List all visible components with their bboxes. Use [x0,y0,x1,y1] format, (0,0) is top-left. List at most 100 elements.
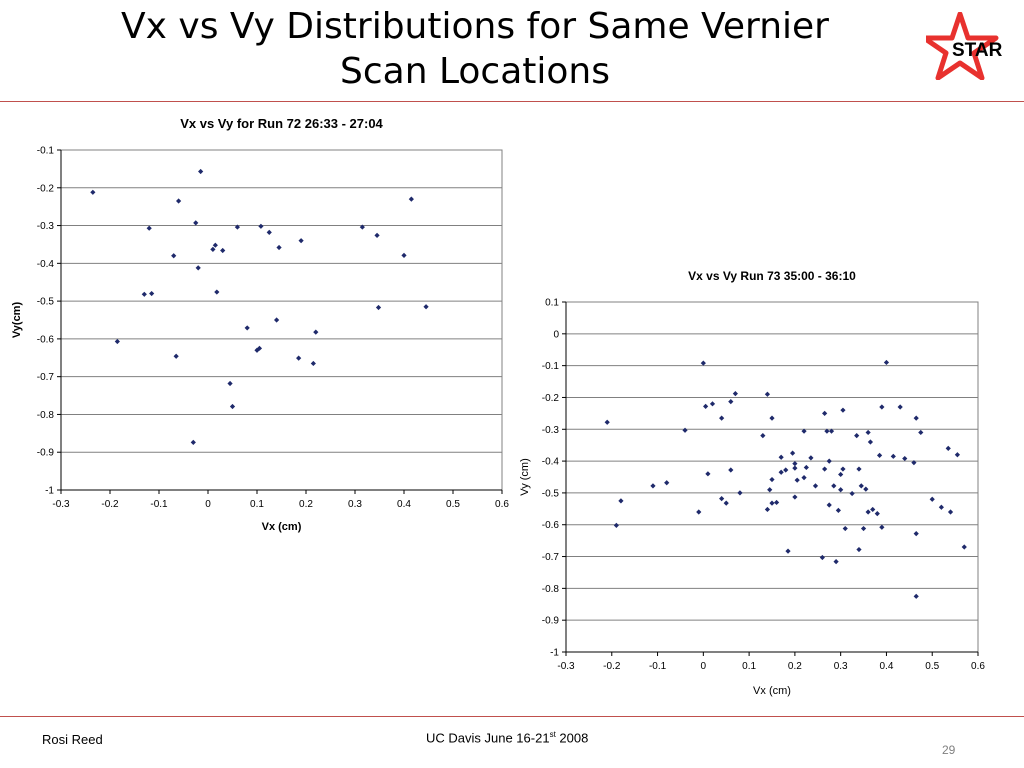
x-tick-label: 0.2 [299,499,313,510]
data-point [865,509,871,515]
x-axis-label: Vx (cm) [262,521,302,533]
x-tick-label: 0 [701,661,707,672]
data-point [778,469,784,475]
footer-event-superscript: st [549,730,556,739]
slide-title-line2: Scan Locations [340,51,610,92]
data-point [819,554,825,561]
data-point [954,452,960,458]
data-point [190,439,196,445]
x-tick-label: -0.3 [557,661,575,672]
plot-area [60,149,503,491]
data-point [801,475,807,481]
data-point [310,360,316,367]
data-point [214,289,220,295]
data-point [918,429,924,436]
data-point [876,452,883,458]
data-point [961,544,967,550]
data-point [822,410,828,416]
data-point [792,461,798,467]
data-point [375,304,382,311]
data-point [374,232,380,238]
y-tick-label: -1 [45,486,54,497]
x-tick-label: -0.2 [101,499,119,510]
slide-title-line1: Vx vs Vy Distributions for Same Vernier [121,6,829,47]
y-tick-label: -0.8 [37,410,55,421]
chart-run-73: Vx vs Vy Run 73 35:00 - 36:10 0.1 0 -0.1 -0.… [519,269,985,697]
data-point [790,450,796,456]
x-tick-label: 0.6 [971,661,985,672]
x-tick-label: -0.1 [649,661,667,672]
data-point [902,455,908,462]
data-point [276,244,282,251]
y-tick-label: -0.7 [37,372,55,383]
data-point [266,229,272,235]
data-point [792,465,798,471]
data-point [176,198,182,204]
y-tick-label: -0.3 [37,221,55,232]
y-tick-label: -0.3 [542,425,560,436]
y-tick-label: -0.7 [542,552,560,563]
data-point [858,483,864,489]
data-point [785,548,791,554]
data-point [929,496,935,502]
data-point [229,403,236,410]
x-tick-label: 0.1 [742,661,756,672]
y-tick-label: -0.5 [37,297,55,308]
data-point [728,467,734,473]
data-point [146,225,152,231]
y-tick-label: -0.2 [37,183,55,194]
data-point [198,168,204,175]
star-logo-shape [926,12,999,80]
footer-author: Rosi Reed [42,732,103,747]
data-point [808,455,814,461]
data-point [274,317,280,323]
data-point [408,196,414,202]
chart-run-72: Vx vs Vy for Run 72 26:33 - 27:04 -0.1 -0.… [11,116,509,533]
data-point [835,507,841,514]
data-point [114,338,120,345]
y-tick-label: -0.9 [37,448,55,459]
data-point [938,504,944,510]
x-tick-label: 0.3 [834,661,848,672]
data-point [879,524,885,530]
chart-title: Vx vs Vy Run 73 35:00 - 36:10 [688,269,856,283]
x-tick-label: 0.3 [348,499,362,510]
y-axis-label: Vy(cm) [11,302,23,339]
data-point [870,506,876,513]
footer-event-year: 2008 [555,730,589,746]
y-tick-label: -0.2 [542,393,560,404]
data-point [90,189,96,195]
data-point [824,428,830,434]
data-point [794,477,800,483]
title-divider [0,101,1024,102]
data-point [890,453,896,459]
data-point [913,593,919,599]
data-point [840,407,846,413]
x-tick-label: 0.4 [879,661,893,672]
data-point [828,428,835,434]
y-tick-label: -0.6 [542,520,560,531]
x-tick-label: -0.2 [603,661,621,672]
x-tick-label: 0.2 [788,661,802,672]
data-point [833,559,839,565]
data-point [897,404,903,410]
x-tick-label: 0.4 [397,499,411,510]
data-point [842,525,848,532]
y-tick-label: -0.6 [37,334,55,345]
data-point [913,415,919,421]
data-point [296,355,302,361]
data-point [826,502,832,508]
data-point [854,433,860,439]
y-tick-label: 0.1 [545,298,559,309]
x-tick-label: 0.6 [495,499,509,510]
footer-event: UC Davis June 16-21st 2008 [426,730,588,745]
slide-title: Vx vs Vy Distributions for Same Vernier … [80,4,870,94]
data-point [769,415,775,421]
y-tick-label: -0.9 [542,616,560,627]
data-point [298,238,304,244]
x-tick-label: -0.3 [52,499,70,510]
data-point [193,220,199,226]
y-tick-label: -1 [550,648,559,659]
data-point [913,531,919,537]
data-point [945,445,951,451]
